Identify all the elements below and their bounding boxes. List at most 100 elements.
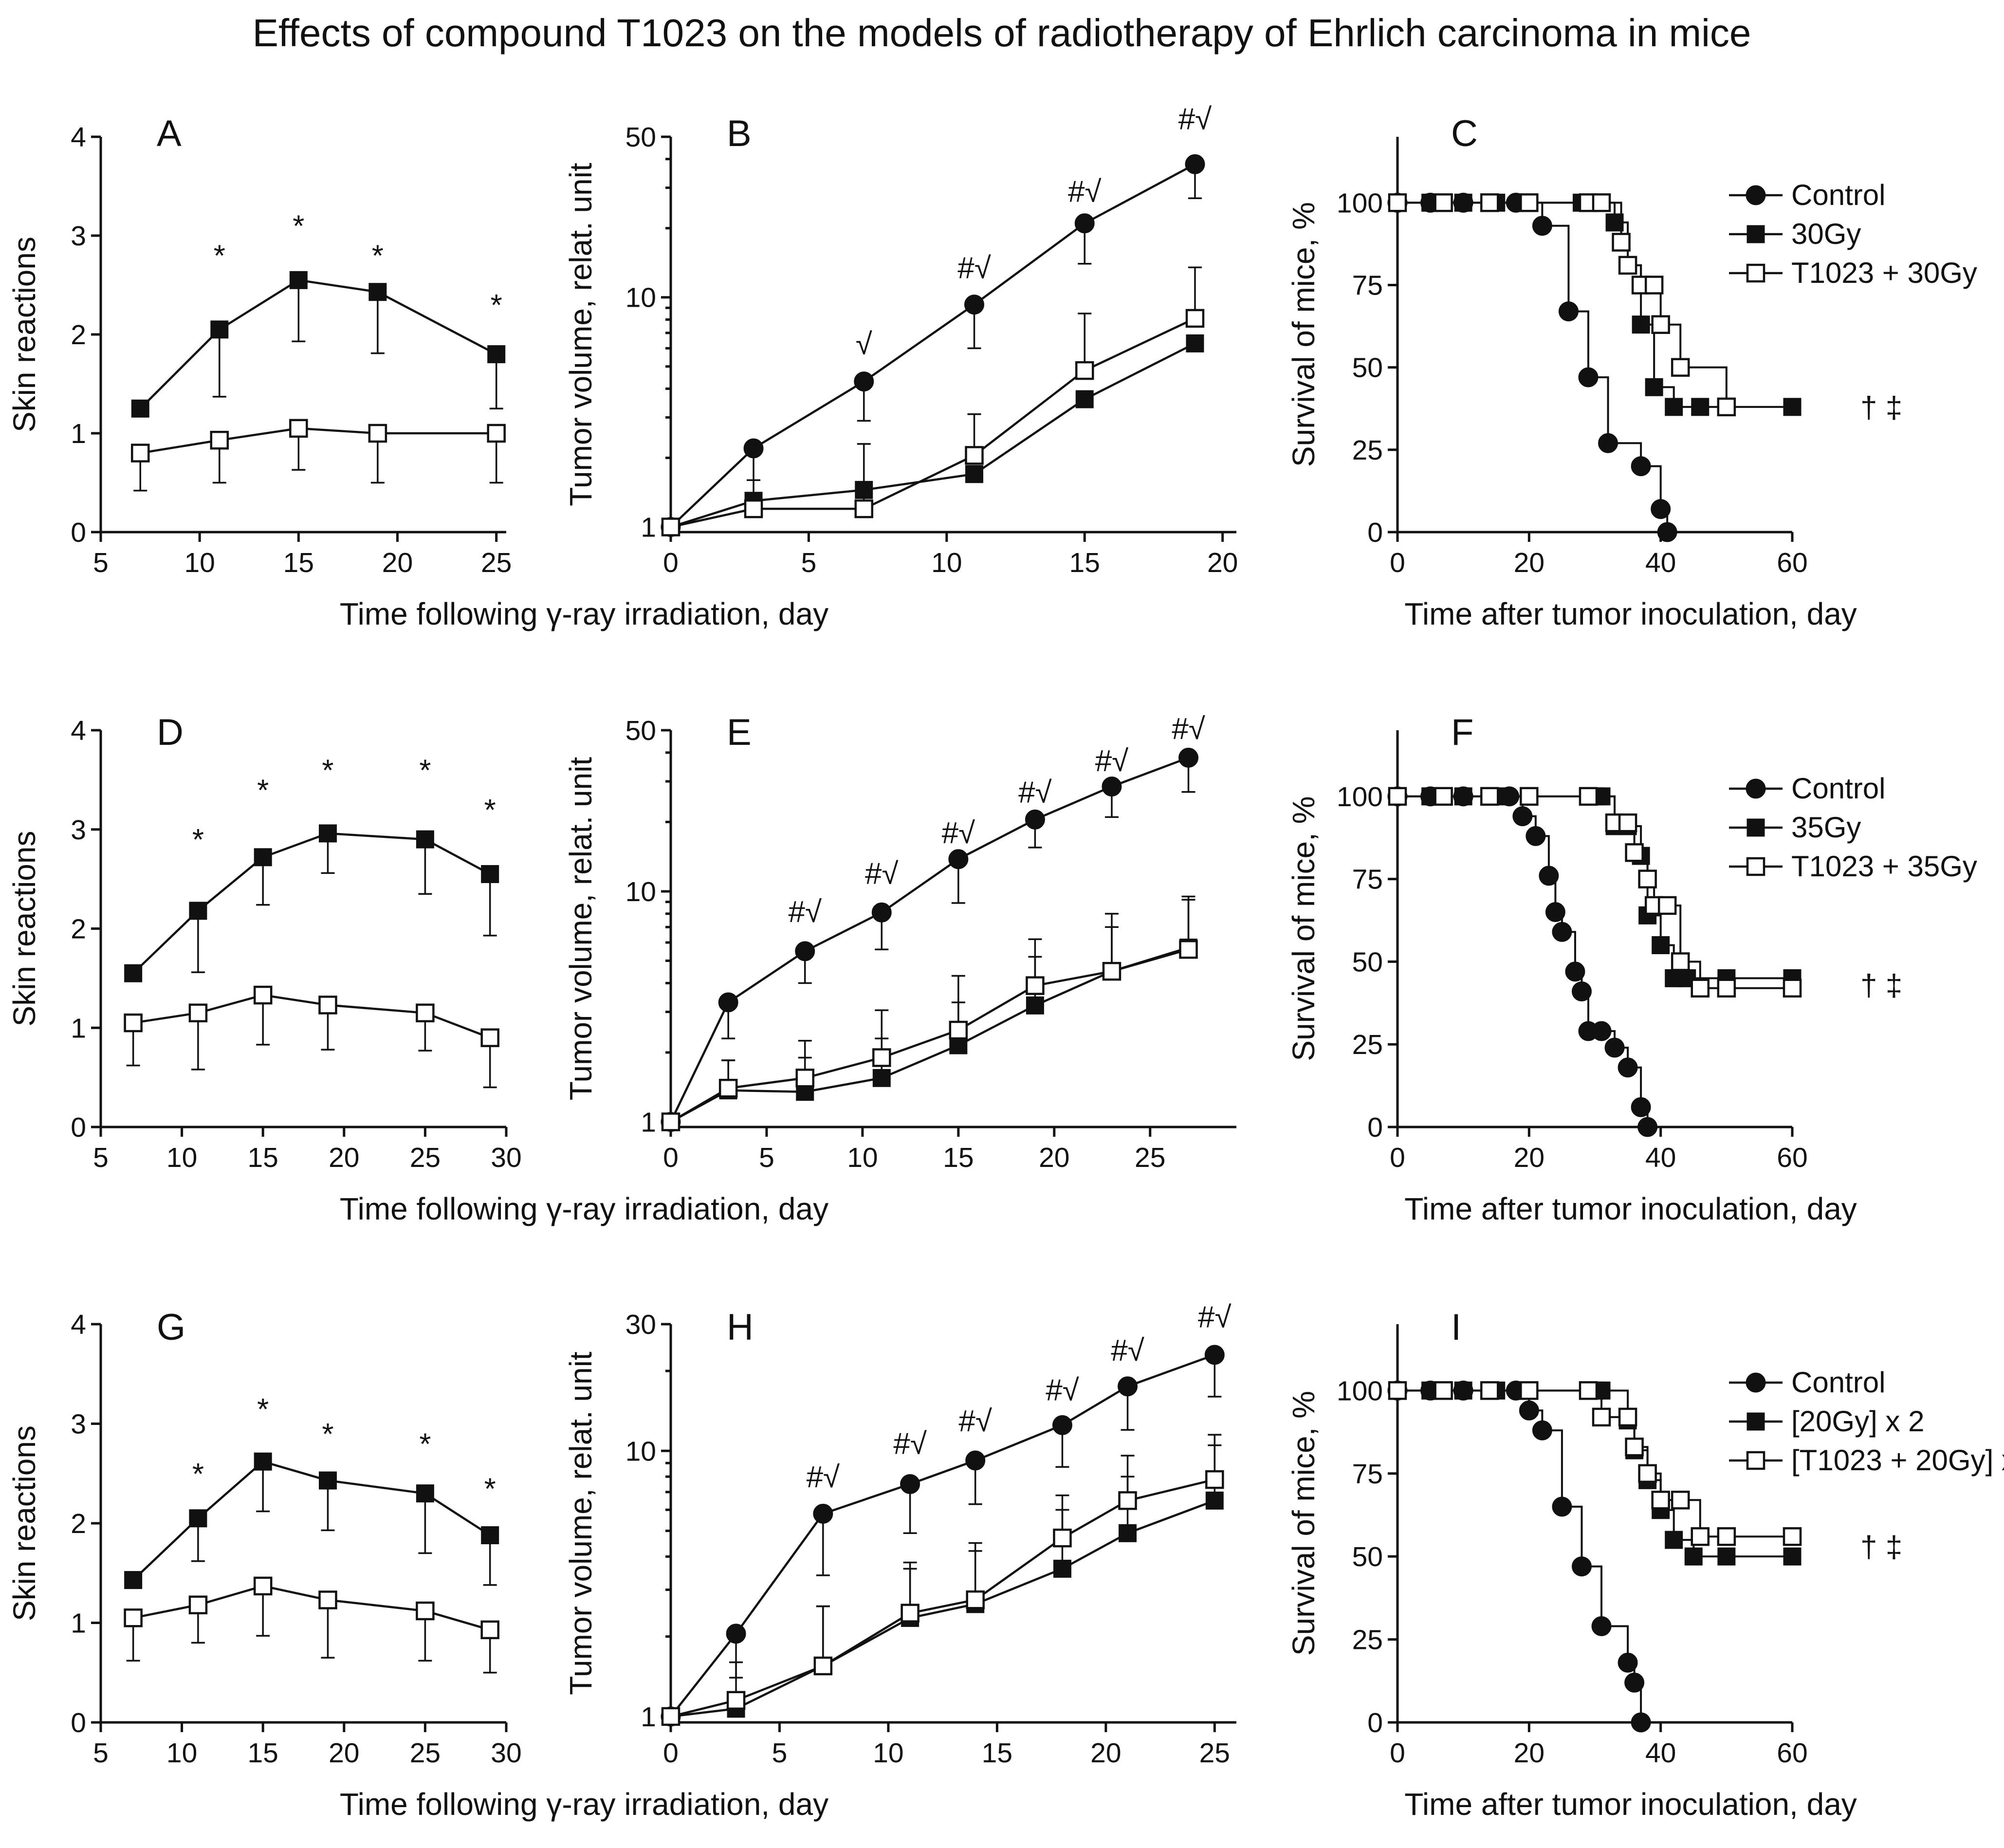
significance-mark: * xyxy=(192,1458,204,1491)
y-tick-label: 50 xyxy=(1352,946,1383,978)
data-point xyxy=(661,1707,680,1726)
data-point xyxy=(795,1069,814,1088)
panel-letter: I xyxy=(1451,1307,1461,1348)
panel-letter: B xyxy=(727,113,752,154)
y-tick-label: 1 xyxy=(641,1107,656,1138)
data-point xyxy=(1480,1381,1499,1400)
panel-letter: C xyxy=(1451,113,1478,154)
x-tick-label: 15 xyxy=(982,1737,1012,1769)
significance-mark: * xyxy=(322,754,333,788)
panel-letter: D xyxy=(157,712,184,753)
y-tick-label: 25 xyxy=(1352,1625,1383,1656)
legend-label: Control xyxy=(1791,179,1885,211)
data-point xyxy=(1637,1117,1658,1137)
y-tick-label: 3 xyxy=(71,814,86,846)
x-tick-label: 15 xyxy=(283,547,314,578)
significance-mark: * xyxy=(257,774,269,807)
data-point xyxy=(368,424,387,443)
legend-marker xyxy=(1747,225,1765,243)
significance-mark: * xyxy=(257,1393,269,1426)
significance-mark: #√ xyxy=(1172,712,1205,746)
data-point xyxy=(900,1474,920,1494)
significance-mark: * xyxy=(322,1418,333,1451)
data-point xyxy=(1651,315,1670,334)
significance-mark: #√ xyxy=(788,895,822,929)
data-point xyxy=(964,295,985,315)
km-series xyxy=(1388,787,1802,987)
x-tick-label: 30 xyxy=(491,1142,521,1173)
x-tick-label: 20 xyxy=(1207,547,1238,578)
series-line xyxy=(140,427,496,454)
data-point xyxy=(965,465,984,483)
data-point xyxy=(718,1079,738,1098)
y-axis-title: Survival of mice, % xyxy=(1286,796,1321,1061)
data-point xyxy=(1185,154,1205,174)
data-point xyxy=(1512,806,1533,827)
data-point xyxy=(131,399,149,418)
data-point xyxy=(416,1484,434,1503)
x-tick-label: 40 xyxy=(1645,1737,1676,1769)
x-tick-label: 0 xyxy=(1390,1737,1405,1769)
data-point xyxy=(1552,1497,1572,1517)
data-point xyxy=(1102,776,1122,797)
data-point xyxy=(854,371,874,392)
data-point xyxy=(1388,1381,1407,1400)
y-tick-label: 1 xyxy=(71,1013,86,1044)
data-point xyxy=(481,1526,499,1545)
y-tick-label: 10 xyxy=(625,282,656,314)
data-point xyxy=(189,1509,207,1528)
data-point xyxy=(718,992,738,1013)
km-curve xyxy=(1397,795,1649,1127)
data-point xyxy=(1651,499,1671,519)
series xyxy=(661,154,1205,537)
data-point xyxy=(1612,233,1631,252)
legend-entry: Control xyxy=(1729,179,1885,211)
data-point xyxy=(743,438,764,459)
x-tick-label: 5 xyxy=(93,1142,109,1173)
data-point xyxy=(487,424,506,443)
legend-marker xyxy=(1746,1451,1765,1470)
legend-marker xyxy=(1747,1412,1765,1431)
data-point xyxy=(1618,1057,1638,1078)
x-tick-label: 10 xyxy=(166,1737,197,1769)
series-line xyxy=(670,948,1189,1123)
x-tick-label: 40 xyxy=(1645,547,1676,578)
data-point xyxy=(1618,1407,1637,1427)
significance-label: † ‡ xyxy=(1860,1531,1902,1564)
data-point xyxy=(1717,1547,1736,1566)
data-point xyxy=(318,824,337,843)
panel-letter: G xyxy=(157,1307,185,1348)
data-point xyxy=(124,1013,143,1033)
data-point xyxy=(1671,1491,1690,1510)
legend-label: T1023 + 30Gy xyxy=(1791,257,1977,289)
series xyxy=(131,419,506,492)
data-point xyxy=(1579,1381,1598,1400)
data-point xyxy=(188,1595,208,1614)
data-point xyxy=(188,1003,208,1022)
data-point xyxy=(813,1656,833,1676)
data-point xyxy=(1598,433,1618,453)
x-axis-title: Time after tumor inoculation, day xyxy=(1404,1191,1857,1226)
data-point xyxy=(253,1576,273,1596)
series-line xyxy=(670,163,1196,528)
significance-mark: * xyxy=(192,823,204,857)
y-axis-title: Skin reactions xyxy=(7,831,42,1027)
legend-label: Control xyxy=(1791,772,1885,805)
x-tick-label: 20 xyxy=(329,1142,359,1173)
data-point xyxy=(948,849,969,869)
data-point xyxy=(1565,961,1585,982)
data-point xyxy=(949,1020,968,1040)
data-point xyxy=(1118,1491,1137,1510)
data-point xyxy=(124,1571,143,1589)
legend-marker xyxy=(1746,778,1766,799)
data-point xyxy=(210,320,229,339)
significance-mark: * xyxy=(484,794,496,827)
significance-mark: * xyxy=(419,754,431,788)
y-tick-label: 4 xyxy=(71,1309,86,1340)
data-point xyxy=(318,996,337,1015)
data-point xyxy=(1571,981,1592,1002)
data-point xyxy=(1026,976,1045,995)
data-point xyxy=(416,1601,435,1621)
